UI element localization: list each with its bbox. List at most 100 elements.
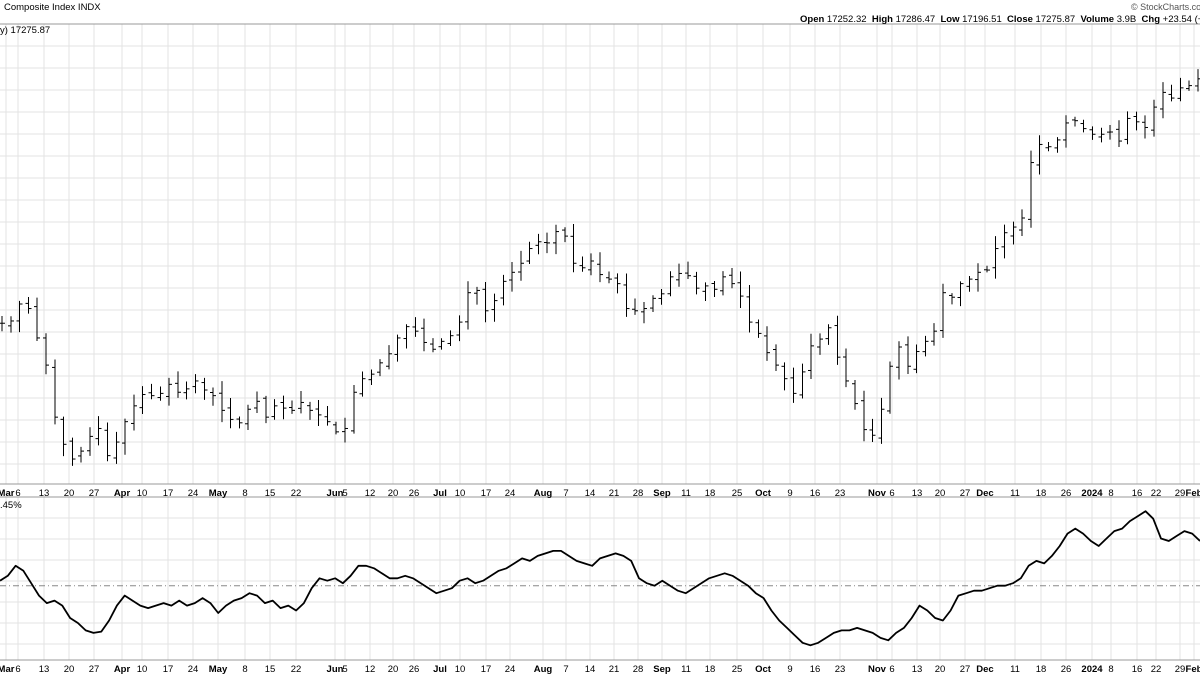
ohlc-bar — [1028, 150, 1034, 228]
ohlc-bar — [623, 273, 630, 317]
ohlc-bar — [597, 252, 603, 283]
ohlc-bar — [8, 316, 14, 333]
ohlc-bar — [359, 371, 366, 397]
ohlc-bar — [0, 315, 5, 332]
ohlc-bar — [940, 283, 946, 338]
x-tick-label: 5 — [342, 488, 347, 499]
x-tick-label: May — [209, 488, 228, 499]
ohlc-bar — [737, 271, 744, 308]
ohlc-bar — [25, 296, 32, 314]
ohlc-bar — [1054, 137, 1061, 153]
ohlc-bar — [271, 399, 278, 420]
x-tick-label: Feb — [1186, 664, 1200, 675]
ohlc-bar — [421, 318, 427, 352]
ohlc-bar — [808, 333, 814, 379]
ohlc-bar — [729, 267, 735, 289]
ohlc-bar — [113, 431, 120, 464]
x-tick-label: Nov — [868, 664, 887, 675]
x-tick-label: 10 — [455, 664, 466, 675]
x-tick-label: 26 — [409, 664, 420, 675]
x-tick-label: 17 — [481, 488, 492, 499]
ohlc-bar — [69, 437, 76, 466]
ohlc-bar — [562, 227, 568, 243]
x-tick-label: 25 — [732, 664, 743, 675]
x-tick-label: 17 — [481, 664, 492, 675]
ohlc-bar — [183, 381, 190, 400]
ohlc-bar — [896, 341, 902, 380]
x-tick-label: 15 — [265, 488, 276, 499]
x-tick-label: 6 — [15, 664, 20, 675]
high-value: 17286.47 — [895, 14, 936, 25]
ohlc-bar — [210, 387, 216, 406]
ohlc-bar — [913, 344, 920, 374]
ohlc-bar — [394, 334, 401, 362]
x-tick-label: 17 — [163, 488, 174, 499]
x-tick-label: 25 — [732, 488, 743, 499]
x-tick-label: 11 — [681, 664, 691, 675]
indicator-line — [0, 510, 1200, 647]
ohlc-bar — [1195, 69, 1200, 92]
x-tick-label: 27 — [89, 664, 100, 675]
x-tick-label: Feb — [1186, 488, 1200, 499]
x-tick-label: 21 — [609, 488, 620, 499]
x-tick-label: 2024 — [1081, 488, 1103, 499]
ohlc-bar — [263, 395, 269, 424]
ohlc-bar — [957, 281, 964, 307]
x-tick-label: May — [209, 664, 228, 675]
x-tick-label: 14 — [585, 488, 596, 499]
x-tick-label: 22 — [1151, 488, 1162, 499]
x-tick-label: 27 — [960, 664, 971, 675]
x-tick-label: 18 — [705, 664, 716, 675]
x-tick-label: 20 — [64, 488, 75, 499]
x-tick-label: 11 — [681, 488, 691, 499]
x-tick-label: 26 — [1061, 488, 1072, 499]
x-tick-label: 26 — [1061, 664, 1072, 675]
ohlc-bar — [175, 371, 181, 398]
low-value: 17196.51 — [962, 14, 1002, 25]
ohlc-bar — [720, 271, 726, 296]
ohlc-bar — [430, 338, 436, 353]
ohlc-bar — [764, 326, 770, 361]
ohlc-bar — [825, 324, 832, 345]
ohlc-bar — [790, 367, 797, 403]
price-series-label: y) 17275.87 — [0, 25, 51, 36]
x-tick-label: 18 — [1036, 664, 1047, 675]
ohlc-bar — [685, 261, 691, 280]
x-tick-label: 26 — [409, 488, 420, 499]
x-tick-label: 9 — [787, 664, 792, 675]
ohlc-bar — [78, 446, 84, 463]
x-tick-label: 18 — [705, 488, 716, 499]
ohlc-bar — [1124, 111, 1131, 145]
ohlc-bar — [949, 293, 955, 305]
ohlc-readout: Open 17252.32 High 17286.47 Low 17196.51… — [800, 14, 1200, 25]
x-tick-label: Oct — [755, 488, 772, 499]
ohlc-bar — [755, 319, 762, 338]
ohlc-bar — [746, 284, 753, 333]
x-tick-label: Aug — [534, 664, 553, 675]
x-tick-label: 23 — [835, 488, 846, 499]
ohlc-bar — [456, 315, 463, 342]
chart-title: Composite Index INDX — [4, 2, 101, 13]
x-tick-label: Apr — [114, 488, 131, 499]
ohlc-bar — [1036, 135, 1043, 175]
ohlc-bar — [1142, 115, 1148, 139]
x-tick-label: 17 — [163, 664, 174, 675]
ohlc-bar — [236, 416, 243, 429]
ohlc-bar — [1001, 224, 1008, 259]
x-tick-label: 16 — [810, 488, 821, 499]
x-tick-label: 16 — [1132, 664, 1143, 675]
ohlc-bar — [482, 281, 489, 323]
x-tick-label: Mar — [0, 488, 15, 499]
ohlc-bar — [579, 256, 586, 272]
ohlc-bar — [922, 335, 929, 357]
x-tick-label: 7 — [563, 664, 568, 675]
close-label: Close — [1007, 14, 1033, 25]
ohlc-bar — [95, 416, 102, 446]
ohlc-bar — [843, 348, 849, 388]
x-tick-label: 6 — [889, 488, 894, 499]
x-tick-label: 2024 — [1081, 664, 1103, 675]
high-label: High — [871, 14, 893, 25]
ohlc-bar — [52, 359, 58, 425]
ohlc-bar — [518, 250, 524, 281]
